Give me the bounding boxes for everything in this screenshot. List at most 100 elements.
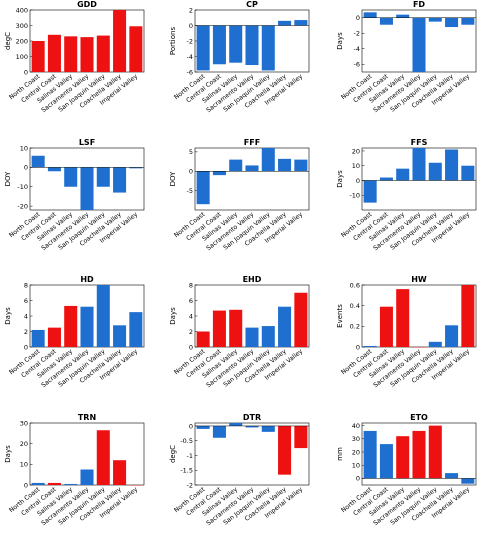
- ffs-bar: [428, 162, 442, 181]
- fff-bar: [261, 148, 275, 172]
- ehd-bar: [212, 310, 226, 347]
- lsf-ytick-label: -10: [17, 183, 28, 191]
- ffs-bar: [379, 177, 393, 181]
- hw-bar: [461, 285, 475, 347]
- eto-bar: [461, 478, 475, 484]
- trn-bar: [31, 482, 45, 485]
- eto-ytick-label: 10: [352, 462, 360, 470]
- eto-bar: [379, 444, 393, 479]
- eto-ytick-label: 30: [352, 435, 360, 443]
- lsf-bar: [64, 167, 78, 187]
- dtr-bar: [294, 425, 308, 449]
- gdd-bar: [96, 35, 110, 72]
- cp-bar: [261, 25, 275, 71]
- lsf-ytick-label: -20: [17, 202, 28, 210]
- trn-ylabel: Days: [4, 445, 12, 463]
- fd-ytick-label: -4: [354, 45, 360, 53]
- cp-bar: [294, 20, 308, 26]
- hd-bar: [47, 327, 61, 347]
- cp-ytick-label: -4: [187, 53, 193, 61]
- dtr-ytick-label: -1: [187, 452, 193, 460]
- hw-ytick-label: 0.4: [350, 302, 360, 310]
- fd-bar: [363, 12, 377, 18]
- gdd-title: GDD: [77, 0, 97, 9]
- gdd-ytick-label: 100: [16, 53, 28, 61]
- eto-bar: [412, 430, 426, 479]
- hd-bar: [64, 305, 78, 347]
- fff-bar: [278, 158, 292, 172]
- trn-ytick-label: 0: [24, 481, 28, 489]
- ffs-ytick-label: 0: [356, 177, 360, 185]
- dtr-bar: [278, 425, 292, 475]
- ehd-bar: [229, 309, 243, 347]
- eto-bar: [396, 436, 410, 479]
- ehd-title: EHD: [243, 275, 262, 284]
- hd-bar: [129, 312, 143, 347]
- dtr-axes: [194, 422, 310, 486]
- eto-bar: [363, 430, 377, 479]
- ehd-bar: [278, 306, 292, 347]
- eto-ytick-label: 20: [352, 448, 360, 456]
- lsf-ylabel: DOY: [4, 171, 12, 187]
- fd-ytick-label: -6: [354, 61, 360, 69]
- cp-ytick-label: -6: [187, 68, 193, 76]
- ehd-bar: [294, 292, 308, 347]
- dtr-ytick-label: -1.5: [180, 467, 193, 475]
- hd-bar: [96, 285, 110, 347]
- ehd-ytick-label: 8: [189, 281, 193, 289]
- cp-bar: [196, 25, 210, 71]
- ffs-bar: [363, 180, 377, 203]
- fd-ylabel: Days: [336, 32, 344, 50]
- trn-bar: [113, 460, 127, 485]
- ffs-bar: [461, 165, 475, 181]
- gdd-ytick-label: 400: [16, 6, 28, 14]
- ffs-ylabel: Days: [336, 170, 344, 188]
- ffs-bar: [445, 149, 459, 181]
- eto-ylabel: mm: [336, 447, 344, 461]
- fff-axes: [194, 147, 310, 211]
- gdd-bar: [80, 37, 94, 72]
- lsf-ytick-label: 0: [24, 164, 28, 172]
- lsf-bar: [80, 167, 94, 210]
- dtr-bar: [229, 423, 243, 426]
- hw-title: HW: [411, 275, 427, 284]
- lsf-title: LSF: [79, 138, 95, 147]
- fff-ytick-label: -5: [187, 187, 193, 195]
- fd-bar: [445, 17, 459, 28]
- cp-title: CP: [246, 0, 258, 9]
- ehd-ytick-label: 4: [189, 312, 193, 320]
- hd-bar: [31, 329, 45, 347]
- hd-bar: [80, 306, 94, 347]
- trn-title: TRN: [78, 413, 96, 422]
- ehd-ytick-label: 6: [189, 297, 193, 305]
- hd-ytick-label: 6: [24, 297, 28, 305]
- cp-ytick-label: 2: [189, 6, 193, 14]
- cp-bar: [245, 25, 259, 66]
- hw-ylabel: Events: [336, 304, 344, 328]
- fff-bar: [229, 159, 243, 172]
- lsf-bar: [129, 167, 143, 169]
- hw-bar: [379, 306, 393, 347]
- dtr-bar: [196, 425, 210, 429]
- hw-axes: [361, 284, 477, 348]
- lsf-ytick-label: 10: [20, 144, 28, 152]
- fd-bar: [412, 17, 426, 72]
- hd-title: HD: [80, 275, 94, 284]
- eto-bar: [445, 473, 459, 479]
- fd-title: FD: [413, 0, 425, 9]
- fd-ytick-label: -2: [354, 30, 360, 38]
- gdd-bar: [47, 34, 61, 72]
- cp-bar: [229, 25, 243, 63]
- ehd-ylabel: Days: [169, 307, 177, 325]
- hw-ytick-label: 0.6: [350, 281, 360, 289]
- hw-ytick-label: 0.2: [350, 323, 360, 331]
- eto-ytick-label: 0: [356, 475, 360, 483]
- ehd-bar: [245, 327, 259, 347]
- fff-bar: [212, 171, 226, 176]
- eto-bar: [428, 425, 442, 479]
